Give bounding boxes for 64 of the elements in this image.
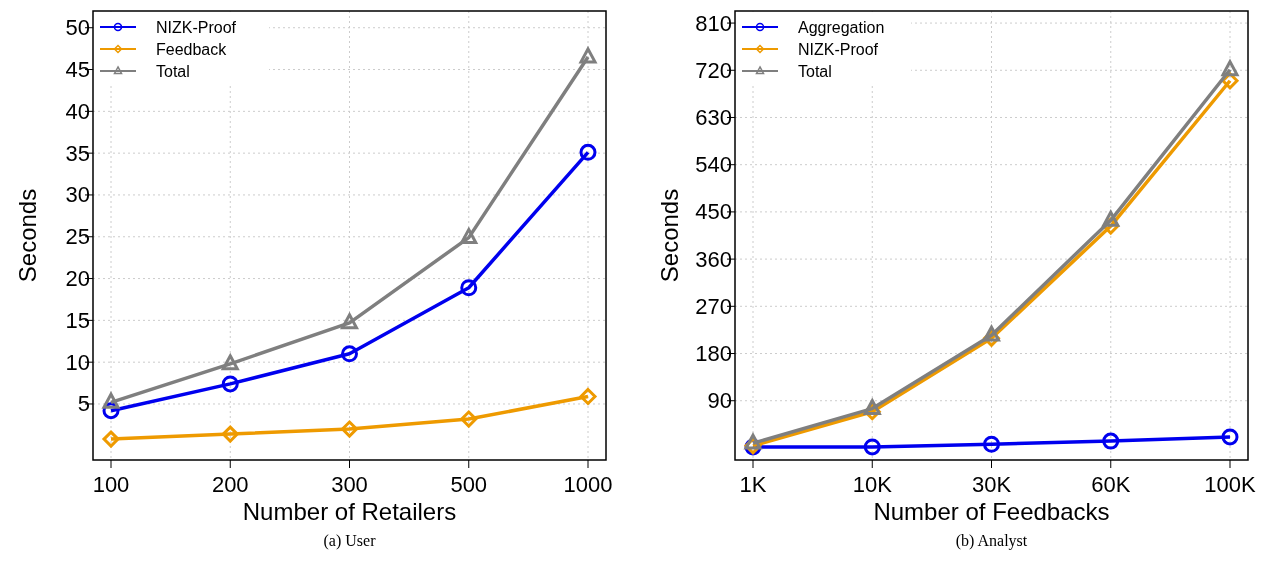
y-tick-label: 10 — [65, 349, 90, 375]
y-tick-label: 450 — [695, 199, 732, 225]
text: (a) User — [323, 532, 377, 550]
point — [341, 420, 358, 438]
y-tick-label: 20 — [65, 266, 90, 292]
x-tick-label: 1000 — [563, 472, 613, 497]
point — [863, 438, 881, 456]
point — [341, 313, 358, 330]
point — [983, 435, 1000, 453]
legend-label: NIZK-Proof — [156, 18, 237, 36]
y-tick-label: 720 — [695, 57, 732, 83]
point — [102, 392, 120, 409]
x-tick-label: 200 — [211, 472, 249, 497]
legend-label: Total — [798, 62, 832, 80]
point — [579, 47, 597, 64]
point — [1221, 428, 1239, 446]
point — [221, 425, 239, 443]
point — [579, 387, 597, 405]
point — [1102, 210, 1120, 227]
point — [221, 354, 239, 371]
x-axis-title: Number of Retailers — [242, 498, 457, 525]
x-axis-title: Number of Feedbacks — [873, 498, 1110, 525]
y-tick-label: 360 — [695, 246, 732, 272]
y-tick-label: 40 — [65, 98, 90, 124]
point — [744, 433, 762, 450]
y-axis-title: Seconds — [656, 188, 683, 283]
y-tick-label: 30 — [65, 182, 90, 208]
point — [221, 375, 239, 393]
legend-label: NIZK-Proof — [798, 40, 879, 58]
x-tick-label: 100 — [92, 472, 130, 497]
point — [1102, 432, 1120, 450]
y-tick-label: 180 — [695, 341, 732, 367]
text: (b) Analyst — [955, 532, 1028, 550]
y-axis-title: Seconds — [14, 188, 41, 283]
point — [341, 345, 358, 363]
y-tick-label: 5 — [77, 391, 90, 417]
point — [863, 399, 881, 415]
point — [460, 279, 478, 297]
y-tick-label: 270 — [695, 293, 732, 319]
point — [102, 430, 120, 448]
point — [1221, 60, 1239, 77]
point — [460, 228, 478, 244]
x-tick-label: 500 — [450, 472, 488, 497]
x-tick-label: 30K — [971, 472, 1012, 497]
y-tick-label: 50 — [65, 15, 90, 41]
x-tick-label: 300 — [331, 472, 368, 497]
y-tick-label: 45 — [65, 57, 90, 83]
point — [983, 325, 1000, 342]
y-tick-label: 15 — [65, 307, 90, 333]
y-tick-label: 540 — [695, 152, 732, 178]
point — [579, 143, 597, 161]
x-tick-label: 60K — [1091, 472, 1131, 497]
legend-label: Aggregation — [798, 18, 885, 36]
x-tick-label: 1K — [739, 472, 767, 497]
x-tick-label: 10K — [852, 472, 893, 497]
point — [460, 410, 478, 428]
y-tick-label: 810 — [695, 10, 732, 36]
y-tick-label: 90 — [707, 388, 732, 414]
y-tick-label: 25 — [65, 224, 90, 250]
y-tick-label: 35 — [65, 140, 90, 166]
x-tick-label: 100K — [1204, 472, 1257, 497]
legend-label: Feedback — [156, 40, 228, 58]
y-tick-label: 630 — [695, 104, 732, 130]
legend-label: Total — [156, 62, 190, 80]
